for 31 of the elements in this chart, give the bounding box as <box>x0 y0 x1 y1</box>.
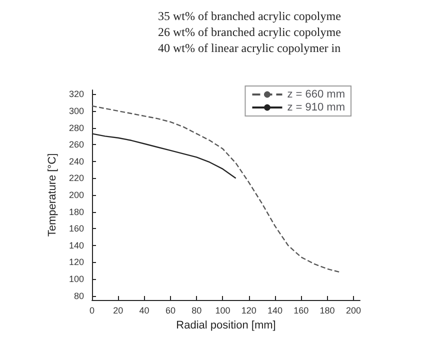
x-tick-label: 0 <box>89 306 95 316</box>
text: 35 wt% of branched acrylic copolyme <box>158 9 341 23</box>
text: 40 wt% of linear acrylic copolymer in <box>158 41 341 55</box>
y-tick-label: 320 <box>68 89 84 100</box>
x-tick-label: 160 <box>294 306 309 316</box>
x-tick-label: 200 <box>346 306 361 316</box>
x-tick-label: 20 <box>113 306 124 316</box>
x-tick-label: 80 <box>192 306 202 316</box>
y-tick-label: 260 <box>68 140 84 150</box>
y-tick-label: 120 <box>68 257 84 268</box>
y-tick-label: 240 <box>68 156 84 166</box>
x-axis-title: Radial position [mm] <box>176 320 276 332</box>
x-tick-label: 100 <box>215 306 230 316</box>
y-tick-label: 200 <box>68 190 84 200</box>
text: 26 wt% of branched acrylic copolyme <box>158 25 341 39</box>
legend-label: z = 660 mm <box>287 88 346 100</box>
x-tick-label: 120 <box>241 306 256 316</box>
legend-label: z = 910 mm <box>287 102 346 114</box>
y-tick-label: 140 <box>68 240 84 250</box>
x-tick-label: 180 <box>320 306 335 316</box>
x-tick-label: 60 <box>165 306 176 316</box>
x-tick-label: 140 <box>268 306 283 316</box>
y-tick-label: 220 <box>68 173 84 184</box>
y-axis-title: Temperature [°C] <box>46 153 59 237</box>
y-tick-label: 280 <box>68 122 84 133</box>
x-tick-label: 40 <box>139 306 150 316</box>
y-tick-label: 300 <box>68 106 84 116</box>
y-tick-label: 100 <box>68 274 84 284</box>
y-tick-label: 80 <box>74 290 84 301</box>
y-tick-label: 160 <box>68 224 84 234</box>
y-tick-label: 180 <box>68 206 84 217</box>
